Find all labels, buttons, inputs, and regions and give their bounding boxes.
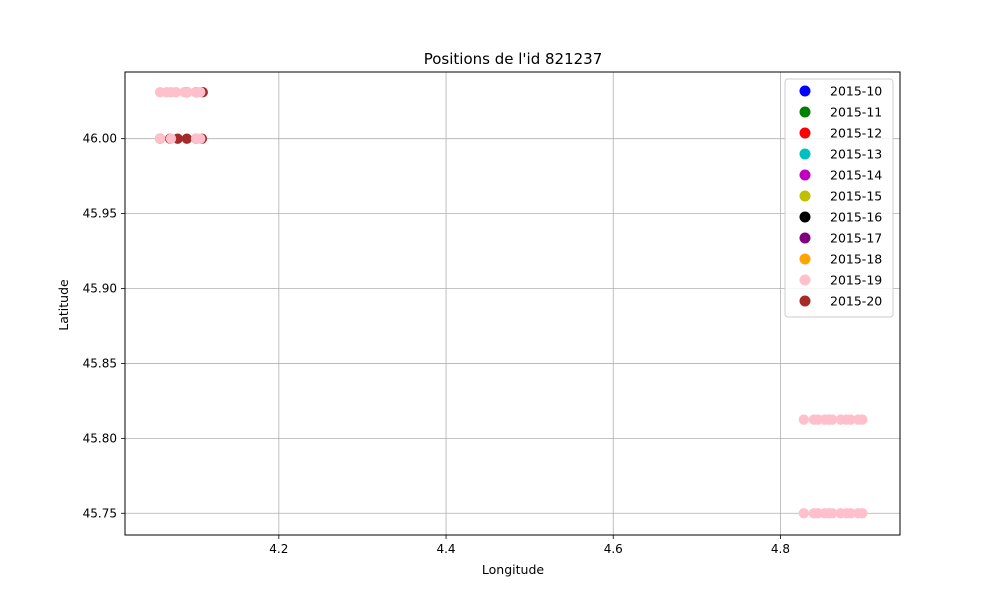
legend-label: 2015-13 xyxy=(830,147,882,162)
x-tick-label: 4.6 xyxy=(604,542,623,556)
x-axis-label: Longitude xyxy=(482,562,544,577)
legend-label: 2015-15 xyxy=(830,189,882,204)
legend-marker xyxy=(799,295,811,307)
data-points xyxy=(154,87,868,519)
legend-label: 2015-14 xyxy=(830,168,882,183)
y-tick-label: 45.80 xyxy=(83,431,117,445)
data-point-2015-19 xyxy=(170,87,182,98)
legend-label: 2015-16 xyxy=(830,210,882,225)
legend-marker xyxy=(799,106,811,118)
legend-marker xyxy=(799,253,811,265)
y-tick-label: 45.75 xyxy=(83,506,117,520)
y-tick-label: 45.85 xyxy=(83,356,117,370)
y-tick-label: 46.00 xyxy=(83,132,117,146)
legend-label: 2015-12 xyxy=(830,126,882,141)
plot-frame xyxy=(124,71,901,536)
data-point-2015-19 xyxy=(857,508,868,519)
legend-marker xyxy=(799,274,811,286)
data-point-2015-19 xyxy=(798,414,810,425)
data-point-2015-19 xyxy=(195,133,206,144)
data-point-2015-19 xyxy=(165,133,177,144)
legend: 2015-10 2015-11 2015-12 2015-13 2015-14 2015-… xyxy=(784,78,894,318)
legend-label: 2015-18 xyxy=(830,252,882,267)
legend-marker xyxy=(799,85,811,97)
legend-marker xyxy=(799,190,811,202)
x-tick-label: 4.8 xyxy=(771,542,790,556)
grid xyxy=(125,72,900,535)
data-point-2015-19 xyxy=(845,508,856,519)
data-point-2015-20 xyxy=(181,133,193,144)
legend-marker xyxy=(799,169,811,181)
legend-marker xyxy=(799,211,811,223)
data-point-2015-19 xyxy=(182,87,193,98)
data-point-2015-19 xyxy=(845,414,856,425)
data-point-2015-19 xyxy=(827,508,838,519)
data-point-2015-19 xyxy=(798,508,810,519)
legend-marker xyxy=(799,148,811,160)
chart-title: Positions de l'id 821237 xyxy=(424,50,603,68)
legend-marker xyxy=(799,127,811,139)
data-point-2015-19 xyxy=(827,414,838,425)
legend-label: 2015-17 xyxy=(830,231,882,246)
legend-label: 2015-10 xyxy=(830,84,882,99)
x-tick-label: 4.4 xyxy=(436,542,455,556)
axis-ticks: 4.2 4.4 4.6 4.8 45.75 45.80 45.85 45.90 45.95 46.… xyxy=(83,132,790,556)
legend-label: 2015-11 xyxy=(830,105,882,120)
data-point-2015-19 xyxy=(154,133,166,144)
y-tick-label: 45.90 xyxy=(83,282,117,296)
data-point-2015-19 xyxy=(857,414,868,425)
x-tick-label: 4.2 xyxy=(269,542,288,556)
y-tick-label: 45.95 xyxy=(83,207,117,221)
data-point-2015-19 xyxy=(195,87,206,98)
y-axis-label: Latitude xyxy=(56,279,71,331)
legend-marker xyxy=(799,232,811,244)
legend-label: 2015-20 xyxy=(830,294,882,309)
legend-box xyxy=(784,78,894,318)
legend-label: 2015-19 xyxy=(830,273,882,288)
